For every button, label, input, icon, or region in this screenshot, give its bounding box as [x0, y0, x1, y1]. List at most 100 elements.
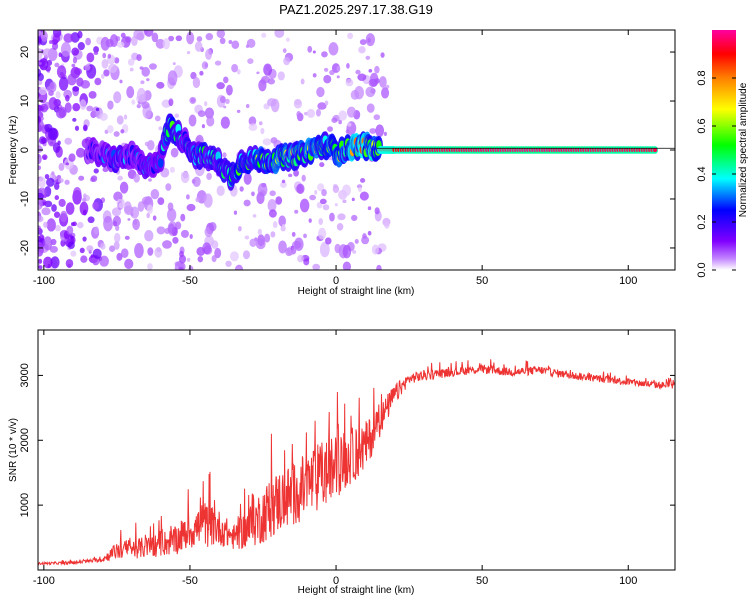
noise-blob	[381, 87, 390, 99]
noise-blob	[265, 64, 271, 71]
noise-blob	[312, 73, 317, 78]
noise-blob	[38, 225, 41, 231]
colorbar-gradient	[712, 30, 736, 270]
noise-blob	[211, 255, 217, 263]
noise-blob	[186, 51, 191, 55]
noise-blob	[38, 145, 43, 154]
noise-blob	[205, 33, 214, 41]
noise-blob	[86, 52, 95, 63]
noise-blob	[38, 86, 47, 96]
noise-blob	[54, 195, 60, 201]
noise-blob	[126, 86, 135, 99]
noise-blob	[107, 53, 112, 59]
noise-blob	[297, 254, 304, 263]
noise-blob	[65, 202, 75, 215]
noise-blob	[146, 78, 150, 82]
noise-blob	[93, 46, 100, 53]
noise-blob	[129, 67, 134, 72]
noise-blob	[180, 171, 190, 184]
spectrogram-y-tick-label: 20	[19, 46, 31, 58]
noise-blob	[101, 58, 109, 69]
noise-blob	[43, 236, 53, 251]
noise-blob	[359, 191, 369, 201]
noise-blob	[301, 174, 306, 182]
noise-blob	[124, 258, 134, 270]
noise-blob	[131, 99, 136, 105]
noise-blob	[43, 256, 53, 269]
spectrogram-y-tick-label: -10	[19, 191, 31, 207]
noise-blob	[192, 176, 201, 187]
noise-blob	[48, 127, 58, 141]
noise-blob	[133, 219, 138, 225]
noise-blob	[60, 210, 68, 223]
noise-blob	[278, 215, 286, 227]
noise-blob	[60, 41, 71, 57]
spectrogram-x-tick-label: -50	[182, 275, 198, 287]
noise-blob	[342, 261, 352, 270]
noise-blob	[312, 263, 321, 270]
noise-blob	[51, 204, 57, 212]
noise-blob	[296, 110, 302, 118]
noise-blob	[208, 221, 217, 232]
noise-blob	[249, 238, 257, 247]
noise-blob	[278, 240, 287, 254]
noise-blob	[116, 115, 124, 125]
snr-x-tick-label: 100	[619, 575, 637, 587]
noise-blob	[334, 203, 338, 207]
snr-y-tick-label: 1000	[19, 493, 31, 517]
noise-blob	[291, 247, 297, 255]
noise-blob	[41, 207, 51, 216]
noise-blob	[376, 264, 382, 270]
noise-blob	[293, 169, 299, 177]
noise-blob	[380, 52, 385, 58]
noise-blob	[116, 252, 123, 261]
noise-blob	[68, 153, 76, 162]
noise-blob	[342, 184, 352, 197]
noise-blob	[147, 247, 154, 256]
noise-blob	[352, 250, 357, 254]
noise-blob	[115, 224, 120, 232]
noise-blob	[197, 255, 204, 263]
noise-blob	[170, 147, 179, 158]
noise-blob	[114, 57, 120, 64]
noise-blob	[79, 99, 87, 110]
noise-blob	[294, 209, 299, 214]
noise-blob	[205, 48, 213, 60]
noise-blob	[244, 235, 250, 240]
noise-blob	[267, 98, 277, 107]
noise-blob	[58, 52, 62, 58]
noise-blob	[76, 221, 84, 229]
noise-blob	[147, 139, 155, 151]
noise-blob	[328, 42, 339, 56]
colorbar-tick-label: 0.2	[696, 214, 708, 229]
noise-blob	[174, 113, 180, 118]
noise-blob	[51, 171, 55, 176]
noise-blob	[95, 107, 100, 112]
noise-blob	[149, 63, 157, 70]
noise-blob	[225, 260, 232, 267]
noise-blob	[347, 122, 352, 127]
noise-blob	[360, 178, 366, 183]
noise-blob	[50, 256, 60, 269]
noise-blob	[354, 85, 365, 100]
noise-blob	[357, 73, 367, 82]
noise-blob	[245, 44, 249, 49]
noise-blob	[319, 198, 327, 205]
noise-blob	[359, 39, 367, 45]
noise-blob	[219, 95, 226, 104]
noise-blob	[175, 35, 183, 42]
noise-blob	[216, 82, 225, 90]
noise-blob	[314, 190, 318, 195]
noise-blob	[204, 107, 215, 119]
noise-blob	[277, 71, 285, 81]
noise-blob	[282, 48, 287, 53]
noise-blob	[85, 37, 91, 46]
noise-blob	[216, 30, 226, 39]
noise-blob	[86, 105, 94, 112]
noise-blob	[58, 198, 66, 207]
noise-blob	[38, 153, 42, 165]
noise-blob	[120, 32, 126, 39]
noise-blob	[231, 40, 240, 49]
colorbar: 0.0 0.2 0.4 0.6 0.8 Normalized spectral ampl…	[696, 30, 749, 278]
